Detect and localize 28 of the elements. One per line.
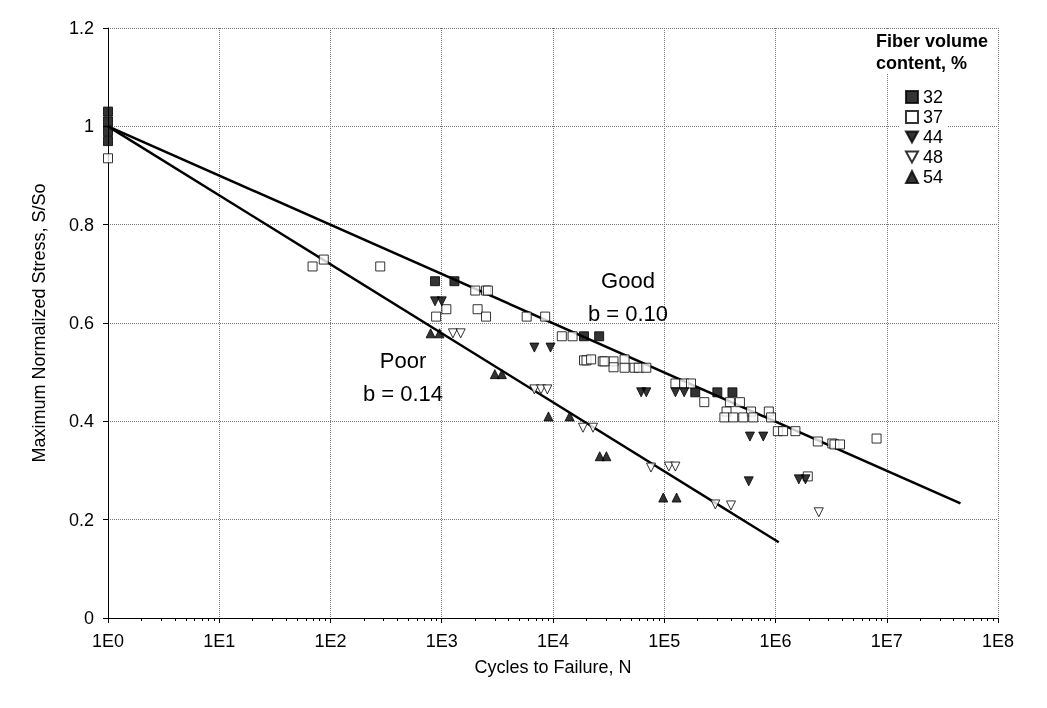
annotation: Poor [379,347,427,373]
annotation: b = 0.14 [362,380,444,406]
y-tick-label: 0.6 [68,313,94,333]
x-tick-label: 1E4 [536,631,570,651]
y-axis-title: Maximum Normalized Stress, S/So [29,183,49,463]
annotation: Good [601,267,655,293]
legend-title: Fiber volume content, % [875,31,989,73]
x-tick-label: 1E1 [203,631,236,651]
y-tick-label: 0.2 [68,509,94,530]
y-tick-label: 1.2 [68,18,94,38]
y-tick-label: 1 [83,116,94,137]
legend-label: 37 [922,107,944,127]
legend-label: 48 [922,147,944,167]
y-tick-label: 0 [83,608,94,628]
x-tick-label: 1E5 [648,631,681,651]
x-tick-label: 1E0 [91,631,125,651]
legend-label: 44 [922,127,944,147]
y-tick-label: 0.8 [68,214,94,235]
x-tick-label: 1E6 [759,631,792,651]
x-axis-title: Cycles to Failure, N [474,657,632,677]
x-tick-label: 1E3 [425,631,458,651]
y-tick-label: 0.4 [68,411,94,432]
x-tick-label: 1E8 [981,631,1015,651]
x-tick-label: 1E7 [870,631,903,651]
legend-label: 54 [922,167,944,187]
annotation: b = 0.10 [587,300,669,326]
legend-label: 32 [922,87,944,107]
x-tick-label: 1E2 [314,631,347,651]
